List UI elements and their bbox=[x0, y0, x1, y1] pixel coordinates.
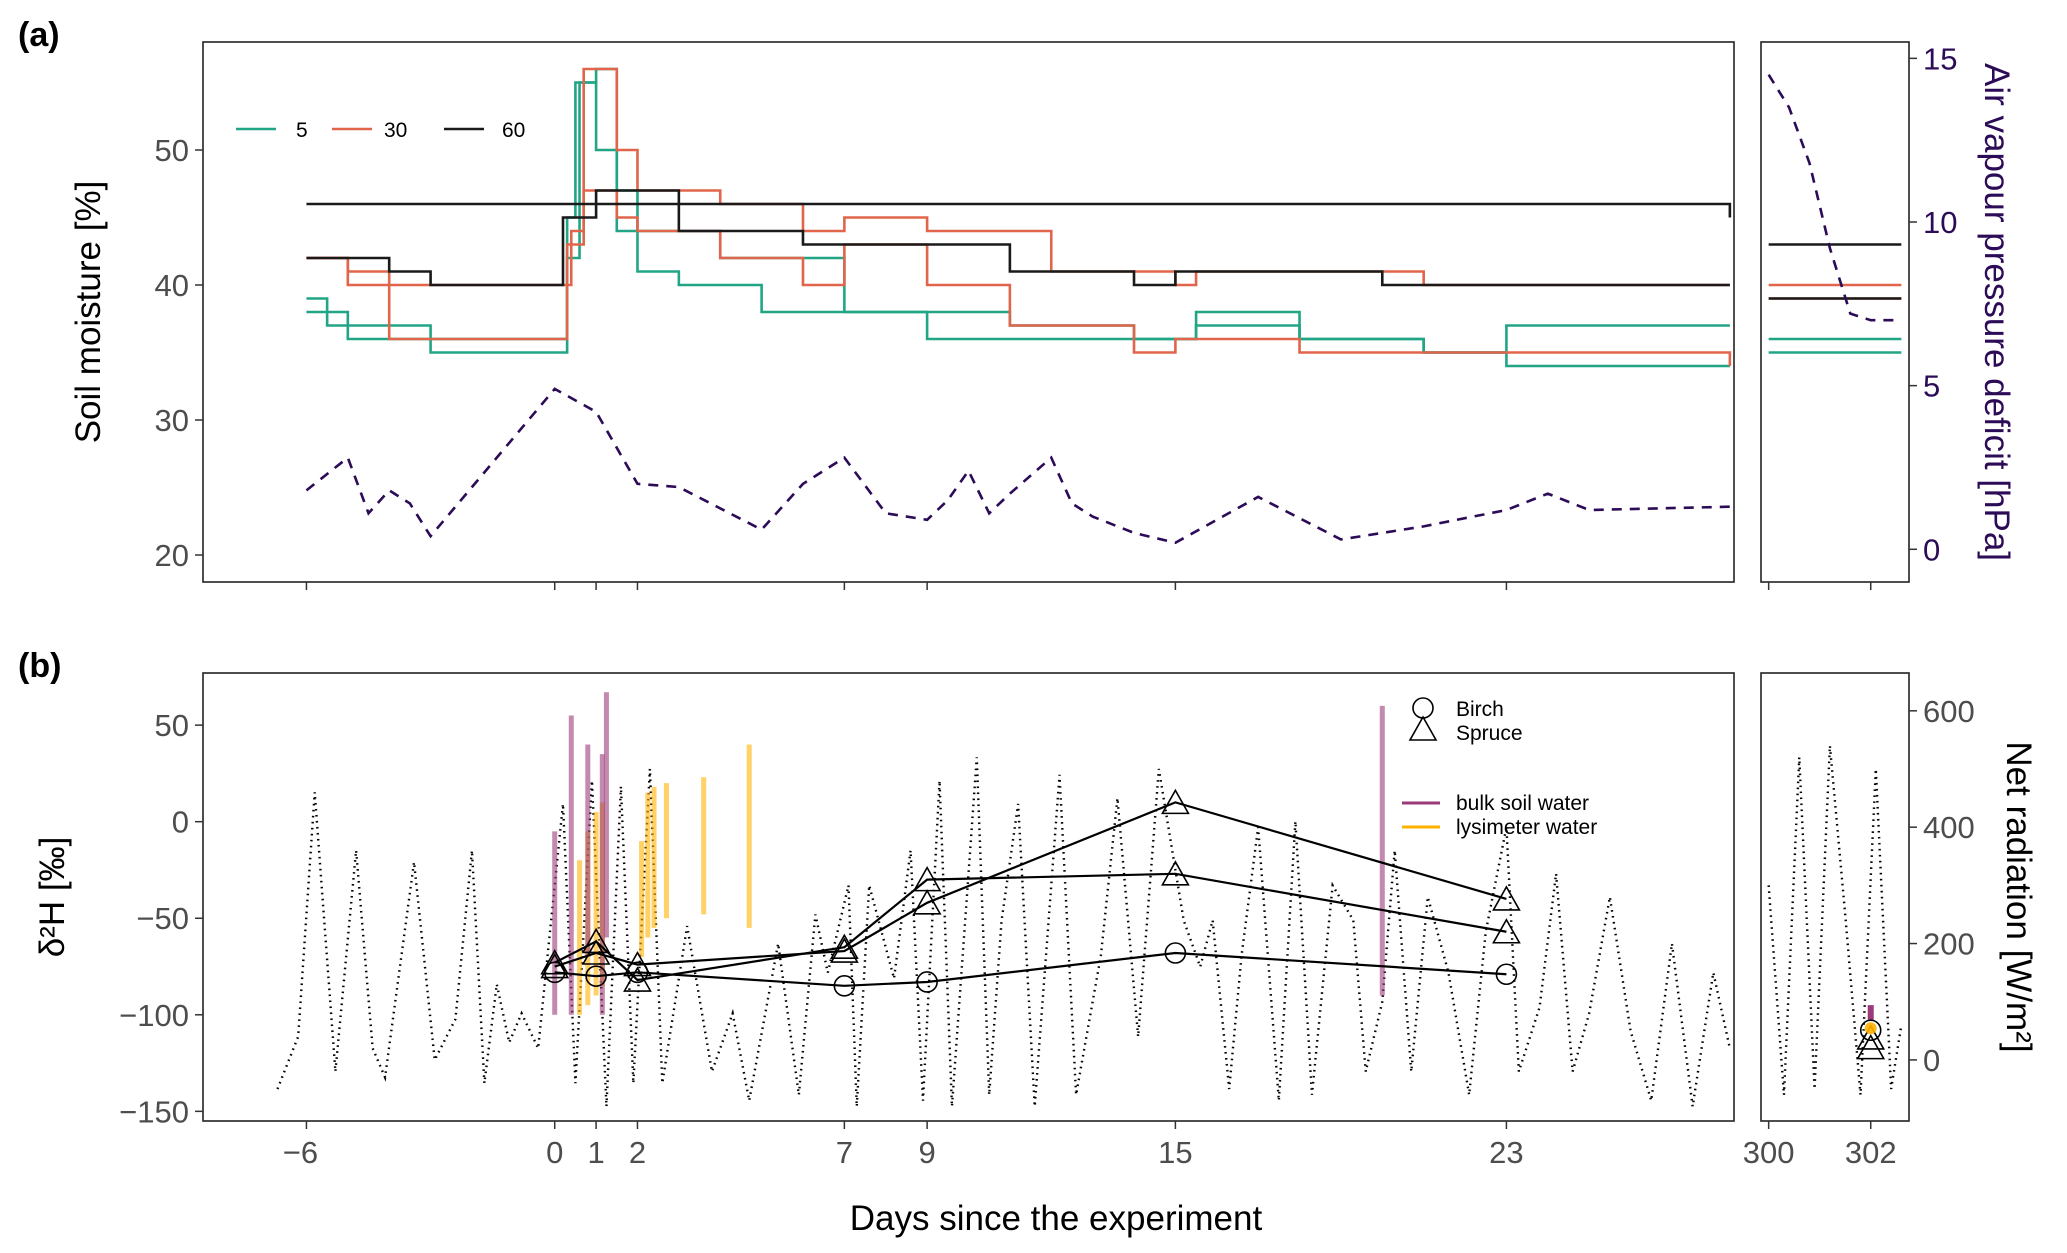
panel-a-ytick-right-0-label: 0 bbox=[1923, 532, 1940, 567]
panel-b-ylabel-right: Net radiation [W/m²] bbox=[1999, 741, 2038, 1052]
marker-spruce-5 bbox=[1161, 788, 1190, 815]
panel-b-ytick-right-0-label: 0 bbox=[1923, 1043, 1940, 1078]
panel-b-ytick-right-200-label: 200 bbox=[1923, 927, 1975, 962]
panel-label-a: (a) bbox=[18, 16, 60, 54]
isotope-line-birch bbox=[554, 951, 1507, 987]
panel-a-inset-frame bbox=[1760, 41, 1910, 583]
panel-b-ytick--50-label: −50 bbox=[136, 901, 189, 936]
marker-spruce-second-tree--5 bbox=[1161, 860, 1190, 886]
x-tick-inset-label-302: 302 bbox=[1845, 1135, 1897, 1170]
marker-spruce-second-tree--1 bbox=[581, 927, 611, 954]
soil-moisture-line-30-second-logger- bbox=[306, 189, 1732, 366]
inset-lysimeter-point bbox=[1864, 1022, 1877, 1035]
panel-b-ytick-right-400-label: 400 bbox=[1923, 810, 1975, 845]
soil-moisture-line-60 bbox=[306, 202, 1732, 218]
panel-b-main-frame bbox=[202, 672, 1735, 1122]
vpd-line bbox=[305, 387, 1730, 545]
soil-moisture-line-60-second-logger- bbox=[306, 189, 1730, 287]
panel-b-legend: Birch Spruce bulk soil water lysimeter w… bbox=[1402, 697, 1597, 839]
marker-spruce-second-tree--4 bbox=[912, 865, 942, 892]
marker-spruce-2 bbox=[623, 950, 652, 977]
panel-a-ylabel-left: Soil moisture [%] bbox=[69, 181, 108, 444]
x-tick-label-23: 23 bbox=[1489, 1135, 1523, 1170]
panel-b-ytick-0-label: 0 bbox=[172, 805, 189, 840]
marker-spruce-0 bbox=[540, 952, 570, 979]
panel-b-main-plot bbox=[276, 692, 1732, 1107]
marker-spruce-4 bbox=[912, 889, 942, 915]
panel-a-ylabel-right: Air vapour pressure deficit [hPa] bbox=[1977, 63, 2016, 561]
panel-a-main-frame bbox=[202, 41, 1735, 583]
chart-content bbox=[276, 67, 1903, 1107]
panel-a-legend: 5 30 60 bbox=[236, 119, 525, 142]
marker-spruce-second-tree--0 bbox=[540, 949, 570, 975]
panel-a-inset-plot bbox=[1767, 74, 1902, 354]
x-tick-label-9: 9 bbox=[918, 1135, 935, 1170]
inset-marker-birch-0 bbox=[1859, 1019, 1882, 1042]
x-tick-label-15: 15 bbox=[1158, 1135, 1192, 1170]
marker-spruce-second-tree--2 bbox=[623, 966, 652, 992]
soil-moisture-line-30 bbox=[306, 67, 1730, 287]
marker-birch-2 bbox=[626, 961, 649, 984]
panel-a-ytick-30-label: 30 bbox=[155, 403, 189, 438]
legend-spruce-label: Spruce bbox=[1456, 722, 1523, 745]
marker-spruce-second-tree--3 bbox=[829, 933, 859, 960]
marker-spruce-3 bbox=[829, 937, 859, 963]
panel-b-ylabel-left: δ²H [‰] bbox=[33, 837, 72, 958]
x-tick-label-1: 1 bbox=[587, 1135, 604, 1170]
legend-label-60: 60 bbox=[502, 119, 525, 142]
panel-a-ytick-40-label: 40 bbox=[155, 268, 189, 303]
isotope-line-spruce bbox=[554, 801, 1507, 968]
legend-label-30: 30 bbox=[384, 119, 407, 142]
marker-birch-5 bbox=[1164, 942, 1187, 964]
vpd-inset-line bbox=[1767, 74, 1902, 322]
legend-spruce-marker bbox=[1408, 715, 1438, 741]
panel-a-ytick-right-5-label: 5 bbox=[1923, 369, 1940, 404]
panel-b-ytick-right-600-label: 600 bbox=[1923, 694, 1975, 729]
legend-bulk-label: bulk soil water bbox=[1456, 792, 1589, 815]
legend-label-5: 5 bbox=[296, 119, 308, 142]
marker-spruce-second-tree--6 bbox=[1492, 918, 1521, 944]
marker-birch-4 bbox=[916, 971, 938, 993]
panel-b-ytick--100-label: −100 bbox=[119, 998, 189, 1033]
panel-b-inset-frame bbox=[1760, 672, 1910, 1122]
inset-marker-spruce-second-tree--0 bbox=[1856, 1033, 1886, 1060]
marker-birch-1 bbox=[585, 965, 607, 987]
marker-spruce-6 bbox=[1492, 885, 1521, 911]
panel-a-ytick-50-label: 50 bbox=[155, 133, 189, 168]
panel-b-ytick--150-label: −150 bbox=[119, 1094, 189, 1129]
inset-marker-spruce-0 bbox=[1856, 1024, 1886, 1050]
x-axis-title: Days since the experiment bbox=[850, 1199, 1263, 1238]
x-tick-label-2: 2 bbox=[629, 1135, 646, 1170]
legend-birch-label: Birch bbox=[1456, 698, 1504, 721]
legend-birch-marker bbox=[1412, 697, 1434, 719]
panel-a-ytick-right-10-label: 10 bbox=[1923, 205, 1957, 240]
soil-moisture-line-5-second-logger- bbox=[306, 67, 1730, 368]
x-tick-label-7: 7 bbox=[836, 1135, 853, 1170]
isotope-line-spruce-second-tree- bbox=[554, 872, 1507, 982]
panel-a-main-plot bbox=[305, 67, 1732, 545]
net-radiation-inset-line bbox=[1767, 745, 1903, 1095]
x-tick-label--6: −6 bbox=[283, 1135, 318, 1170]
panel-frames bbox=[202, 41, 1910, 1122]
marker-birch-6 bbox=[1495, 963, 1518, 986]
legend-lysimeter-label: lysimeter water bbox=[1456, 816, 1597, 839]
x-tick-label-0: 0 bbox=[546, 1135, 563, 1170]
panel-a-ytick-right-15-label: 15 bbox=[1923, 41, 1957, 76]
panel-label-b: (b) bbox=[18, 647, 61, 685]
panel-a-ytick-20-label: 20 bbox=[155, 538, 189, 573]
axes: 20304050051015500−50−100−1506004002000−6… bbox=[119, 41, 1975, 1170]
marker-birch-3 bbox=[833, 975, 856, 997]
x-tick-inset-label-300: 300 bbox=[1743, 1135, 1795, 1170]
panel-b-inset-plot bbox=[1767, 745, 1903, 1095]
panel-b-ytick-50-label: 50 bbox=[155, 708, 189, 743]
